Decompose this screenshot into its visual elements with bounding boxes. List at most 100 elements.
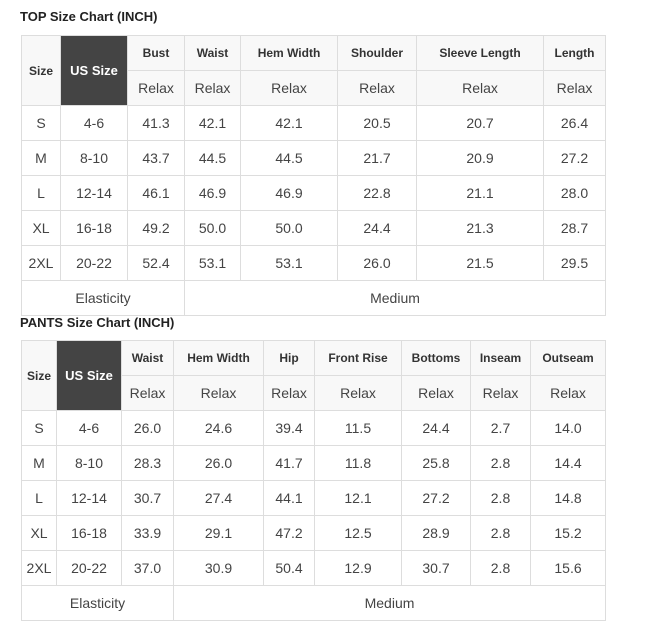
header-cell: Shoulder [337,35,417,71]
elasticity-row: Elasticity Medium [21,280,606,316]
pants-size-table: Size US Size Waist Hem Width Hip Front Rise Bo… [21,340,606,621]
table-row: 2XL 20-22 37.0 30.9 50.4 12.9 30.7 2.8 15.6 [21,550,606,586]
table-cell: 12.9 [314,550,402,586]
header-cell: Size [21,340,57,411]
table-cell: 44.5 [240,140,338,176]
elasticity-row: Elasticity Medium [21,585,606,621]
table-cell: 49.2 [127,210,185,246]
header-cell: Bust [127,35,185,71]
table-cell: 11.5 [314,410,402,446]
table-cell: 14.4 [530,445,606,481]
table-cell: 22.8 [337,175,417,211]
table-cell: 27.2 [543,140,606,176]
table-cell: 30.9 [173,550,264,586]
table-cell: 2.8 [470,515,531,551]
header-cell: Hem Width [240,35,338,71]
subheader-cell: Relax [240,70,338,106]
table-cell: XL [21,515,57,551]
table-cell: M [21,445,57,481]
table-cell: 2XL [21,245,61,281]
subheader-cell: Relax [470,375,531,411]
table-cell: 44.5 [184,140,241,176]
table-cell: XL [21,210,61,246]
table-row: XL 16-18 49.2 50.0 50.0 24.4 21.3 28.7 [21,210,606,246]
table-cell: 2.8 [470,480,531,516]
table-cell: 30.7 [121,480,174,516]
table-row: S 4-6 26.0 24.6 39.4 11.5 24.4 2.7 14.0 [21,410,606,446]
table-cell: 27.2 [401,480,471,516]
table-cell: 12-14 [60,175,128,211]
top-size-chart-title: TOP Size Chart (INCH) [20,9,158,24]
table-cell: 26.4 [543,105,606,141]
table-cell: 53.1 [184,245,241,281]
table-cell: 26.0 [337,245,417,281]
elasticity-value: Medium [184,280,606,316]
table-cell: 15.6 [530,550,606,586]
table-cell: 46.1 [127,175,185,211]
table-cell: 2.7 [470,410,531,446]
subheader-cell: Relax [127,70,185,106]
subheader-cell: Relax [263,375,315,411]
table-cell: 46.9 [240,175,338,211]
header-cell: Length [543,35,606,71]
table-cell: S [21,410,57,446]
header-cell: Size [21,35,61,106]
table-cell: 27.4 [173,480,264,516]
header-cell: Hip [263,340,315,376]
header-cell: Sleeve Length [416,35,544,71]
table-cell: 14.8 [530,480,606,516]
table-cell: 20.5 [337,105,417,141]
table-cell: 2XL [21,550,57,586]
table-cell: S [21,105,61,141]
table-row: S 4-6 41.3 42.1 42.1 20.5 20.7 26.4 [21,105,606,141]
table-row: L 12-14 46.1 46.9 46.9 22.8 21.1 28.0 [21,175,606,211]
table-cell: 2.8 [470,445,531,481]
table-row: M 8-10 28.3 26.0 41.7 11.8 25.8 2.8 14.4 [21,445,606,481]
table-cell: 39.4 [263,410,315,446]
table-cell: 24.6 [173,410,264,446]
header-cell: US Size [56,340,122,411]
table-cell: 20.7 [416,105,544,141]
table-cell: 21.1 [416,175,544,211]
table-row: M 8-10 43.7 44.5 44.5 21.7 20.9 27.2 [21,140,606,176]
table-cell: 24.4 [337,210,417,246]
subheader-cell: Relax [416,70,544,106]
table-cell: 41.3 [127,105,185,141]
subheader-cell: Relax [337,70,417,106]
table-cell: L [21,480,57,516]
table-cell: 37.0 [121,550,174,586]
table-row: XL 16-18 33.9 29.1 47.2 12.5 28.9 2.8 15.2 [21,515,606,551]
table-cell: 24.4 [401,410,471,446]
table-cell: 2.8 [470,550,531,586]
table-cell: 30.7 [401,550,471,586]
table-cell: 20.9 [416,140,544,176]
subheader-cell: Relax [121,375,174,411]
header-cell: Waist [121,340,174,376]
table-cell: 21.3 [416,210,544,246]
subheader-cell: Relax [543,70,606,106]
table-cell: 28.3 [121,445,174,481]
table-cell: 26.0 [173,445,264,481]
table-cell: 28.7 [543,210,606,246]
table-cell: 33.9 [121,515,174,551]
table-cell: M [21,140,61,176]
table-cell: 4-6 [60,105,128,141]
table-cell: 11.8 [314,445,402,481]
table-cell: 50.0 [240,210,338,246]
subheader-cell: Relax [401,375,471,411]
table-cell: 50.4 [263,550,315,586]
table-cell: 25.8 [401,445,471,481]
table-cell: 28.0 [543,175,606,211]
subheader-cell: Relax [184,70,241,106]
table-cell: 29.5 [543,245,606,281]
header-cell: Waist [184,35,241,71]
header-cell: US Size [60,35,128,106]
subheader-cell: Relax [173,375,264,411]
table-cell: 12.5 [314,515,402,551]
table-cell: 28.9 [401,515,471,551]
table-cell: 4-6 [56,410,122,446]
subheader-cell: Relax [314,375,402,411]
table-cell: 41.7 [263,445,315,481]
table-cell: L [21,175,61,211]
elasticity-label: Elasticity [21,280,185,316]
